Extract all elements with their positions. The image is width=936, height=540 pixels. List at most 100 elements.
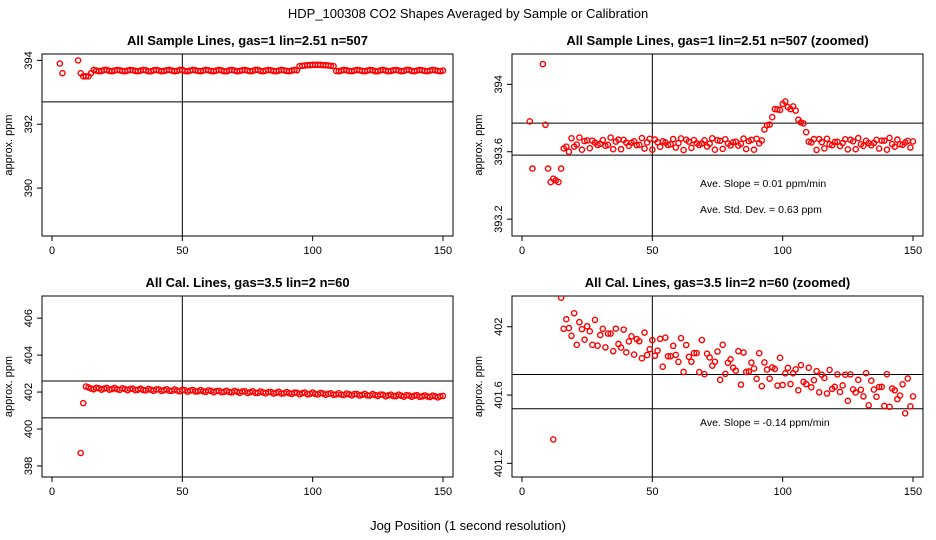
panel-4-xtick-label-50: 50 [646, 486, 658, 498]
data-point [737, 140, 745, 148]
data-point [753, 375, 760, 383]
data-point [774, 382, 781, 389]
panel-4-ytick-label-401.6: 401.6 [493, 381, 505, 409]
data-point [607, 134, 614, 141]
panel-4-xtick-label-100: 100 [773, 486, 791, 498]
panel-3-xtick-label-0: 0 [49, 486, 55, 498]
data-point [602, 344, 609, 351]
data-point [568, 332, 575, 340]
data-point [761, 359, 768, 366]
data-point [821, 145, 828, 152]
data-point [680, 368, 687, 376]
data-point [873, 393, 880, 401]
data-point [748, 359, 755, 366]
data-point [779, 381, 786, 389]
data-point [714, 136, 721, 144]
panel-2-xtick-label-150: 150 [904, 245, 922, 257]
panel-2-annotation-1: Ave. Slope = 0.01 ppm/min [700, 178, 826, 190]
data-point [638, 355, 646, 362]
data-point [609, 145, 617, 153]
panel-4-ylabel: approx. ppm [473, 356, 485, 417]
data-point [852, 145, 859, 153]
data-point [763, 366, 771, 373]
data-point [860, 393, 867, 400]
panel-4-annotation-1: Ave. Slope = -0.14 ppm/min [700, 417, 830, 429]
data-point [714, 348, 721, 355]
data-point [669, 342, 677, 350]
data-point [680, 146, 687, 154]
data-point [802, 128, 810, 136]
data-point [557, 296, 565, 302]
data-point [766, 375, 773, 382]
data-point [886, 134, 893, 142]
data-point [740, 349, 747, 356]
data-point [758, 382, 766, 390]
data-point [677, 334, 685, 342]
data-point [849, 137, 857, 145]
data-point [578, 146, 586, 154]
data-point [604, 141, 612, 149]
data-point [656, 335, 664, 343]
data-point [867, 377, 875, 384]
data-point [630, 351, 638, 358]
panel-2-points [526, 60, 917, 186]
data-point [742, 368, 750, 376]
data-point [677, 135, 685, 142]
data-point [617, 344, 625, 351]
data-point [742, 145, 750, 153]
data-point [907, 144, 914, 151]
data-point [695, 368, 703, 376]
data-point [776, 106, 784, 114]
data-point [771, 365, 779, 373]
panel-2-xtick-label-50: 50 [646, 245, 658, 257]
data-point [557, 165, 565, 172]
panel-3-xtick-label-150: 150 [434, 486, 452, 498]
data-point [576, 134, 583, 141]
data-point [539, 60, 547, 68]
data-point [586, 328, 594, 335]
data-point [675, 358, 682, 366]
data-point [735, 347, 742, 355]
data-point [836, 388, 844, 396]
data-point [664, 352, 672, 360]
data-point [854, 134, 862, 142]
data-point [792, 366, 800, 373]
panel-2-title: All Sample Lines, gas=1 lin=2.51 n=507 (… [566, 33, 868, 48]
data-point [810, 376, 818, 384]
data-point [862, 369, 870, 377]
data-point [774, 106, 781, 113]
data-point [52, 42, 57, 47]
panel-1-frame [41, 53, 454, 237]
data-point [896, 392, 904, 399]
data-point [891, 386, 899, 394]
data-point [439, 67, 447, 74]
data-point [826, 366, 833, 374]
data-point [70, 42, 75, 47]
data-point [823, 390, 831, 397]
data-point [439, 392, 447, 400]
panel-1-xtick-label-100: 100 [303, 245, 321, 257]
data-point [881, 402, 888, 410]
data-point [327, 62, 335, 70]
panel-2-ytick-label-393.6: 393.6 [493, 138, 505, 166]
panel-3-ytick-label-404: 404 [23, 346, 35, 364]
data-point [641, 145, 648, 152]
data-point [878, 137, 886, 144]
data-point [909, 393, 917, 400]
panel-1-points [52, 42, 447, 80]
data-point [693, 349, 700, 357]
data-point [649, 146, 656, 154]
data-point [636, 141, 643, 149]
data-point [529, 165, 536, 172]
data-point [797, 361, 805, 369]
data-point [844, 146, 852, 153]
data-point [636, 337, 643, 345]
data-point [570, 309, 578, 317]
panel-3-ytick-label-406: 406 [23, 309, 35, 327]
data-point [549, 436, 557, 443]
panel-4-points [549, 296, 917, 443]
data-point [722, 370, 729, 378]
panel-2-annotation-2: Ave. Std. Dev. = 0.63 ppm [700, 204, 822, 216]
data-point [901, 410, 909, 417]
panel-2-ytick-label-393.2: 393.2 [493, 205, 505, 233]
